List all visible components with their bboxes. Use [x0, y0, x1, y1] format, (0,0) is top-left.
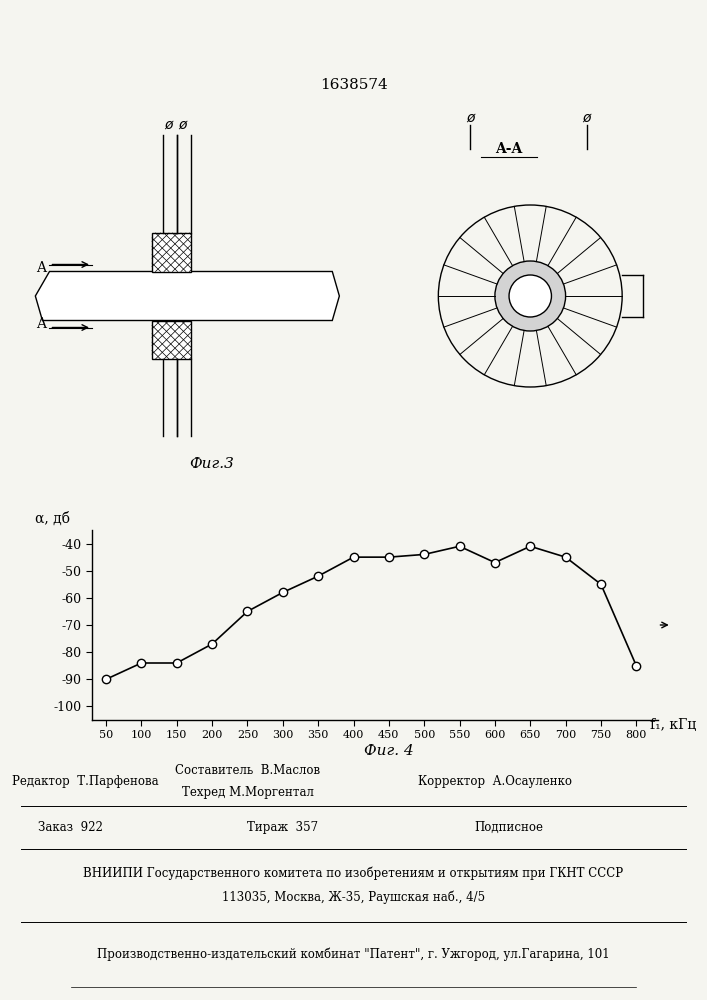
Y-axis label: α, дб: α, дб — [35, 512, 70, 526]
Text: Производственно-издательский комбинат "Патент", г. Ужгород, ул.Гагарина, 101: Производственно-издательский комбинат "П… — [97, 947, 610, 961]
Text: Техред М.Моргентал: Техред М.Моргентал — [182, 786, 313, 799]
Bar — [152, 321, 191, 359]
Text: Фиг. 4: Фиг. 4 — [364, 744, 414, 758]
Text: A: A — [36, 261, 46, 275]
Text: ВНИИПИ Государственного комитета по изобретениям и открытиям при ГКНТ СССР: ВНИИПИ Государственного комитета по изоб… — [83, 866, 624, 880]
Circle shape — [509, 275, 551, 317]
Text: Тираж  357: Тираж 357 — [247, 821, 318, 834]
Text: Составитель  В.Маслов: Составитель В.Маслов — [175, 764, 320, 777]
Circle shape — [495, 261, 566, 331]
Text: f₁, кГц: f₁, кГц — [650, 718, 697, 732]
Text: 113035, Москва, Ж-35, Раушская наб., 4/5: 113035, Москва, Ж-35, Раушская наб., 4/5 — [222, 891, 485, 904]
Text: Подписное: Подписное — [474, 821, 544, 834]
Text: Корректор  А.Осауленко: Корректор А.Осауленко — [418, 775, 572, 788]
Text: Фиг.3: Фиг.3 — [189, 457, 235, 471]
Bar — [152, 233, 191, 272]
Text: ø: ø — [178, 118, 187, 132]
Text: 1638574: 1638574 — [320, 78, 387, 92]
Text: A: A — [36, 317, 46, 331]
Text: ø: ø — [466, 111, 474, 125]
Text: Редактор  Т.Парфенова: Редактор Т.Парфенова — [11, 775, 158, 788]
Text: ø: ø — [583, 111, 591, 125]
Polygon shape — [35, 272, 339, 321]
Text: ø: ø — [164, 118, 173, 132]
Text: Заказ  922: Заказ 922 — [38, 821, 103, 834]
Text: A-A: A-A — [496, 142, 522, 156]
